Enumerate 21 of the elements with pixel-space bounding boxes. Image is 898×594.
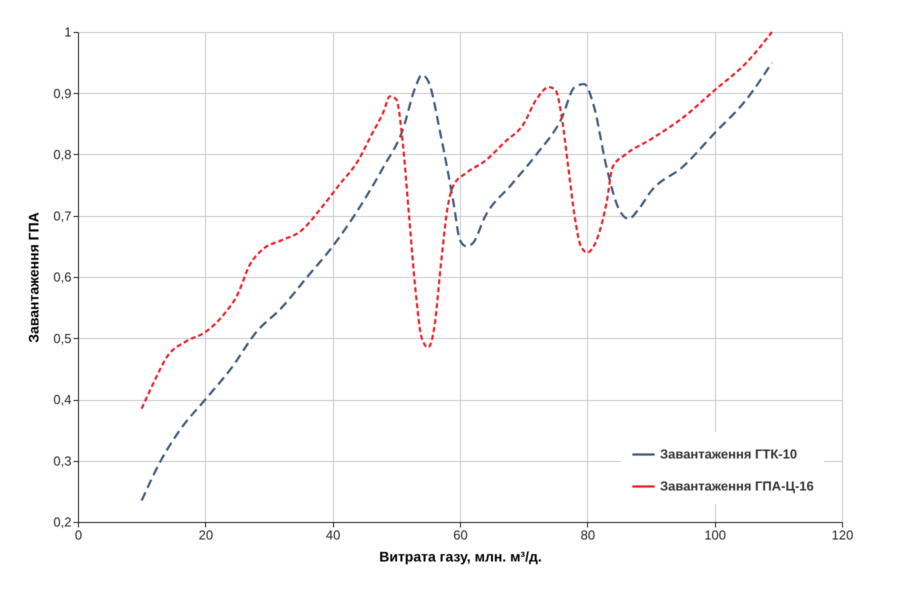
y-tick-label: 1 (64, 24, 72, 40)
legend-label: Завантаження ГПА-Ц-16 (660, 478, 814, 494)
x-tick-label: 120 (832, 528, 854, 542)
x-tick-label: 0 (74, 528, 82, 542)
legend-label: Завантаження ГТК-10 (660, 446, 798, 462)
y-tick-label: 0,5 (53, 330, 72, 346)
y-tick-label: 0,9 (53, 86, 72, 101)
y-tick-label: 0,6 (53, 270, 72, 284)
x-tick-label: 40 (326, 528, 340, 542)
y-tick-label: 0,4 (53, 392, 72, 407)
y-tick-label: 0,8 (53, 147, 72, 162)
x-tick-label: 80 (580, 528, 596, 542)
y-axis-title: Завантаження ГПА (25, 212, 42, 343)
x-tick-label: 60 (453, 528, 468, 542)
y-tick-label: 0,2 (53, 514, 72, 530)
x-tick-label: 100 (704, 528, 726, 542)
x-tick-label: 20 (198, 528, 214, 542)
y-tick-label: 0,7 (53, 208, 72, 224)
y-tick-label: 0,3 (53, 453, 72, 468)
line-series (140, 30, 774, 410)
x-axis-title: Витрата газу, млн. м³/д. (379, 548, 542, 564)
